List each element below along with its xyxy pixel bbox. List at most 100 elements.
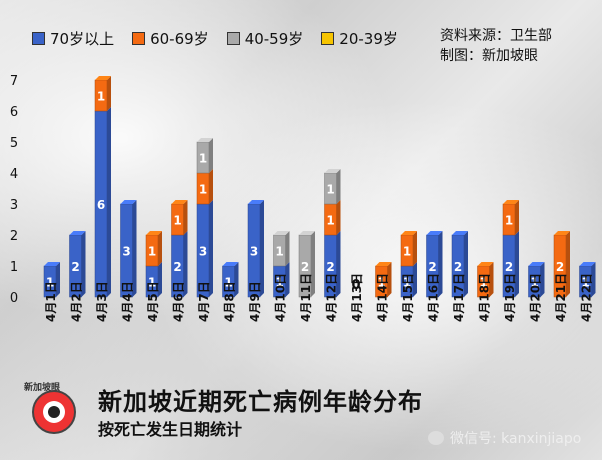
- data-label: 1: [403, 276, 411, 290]
- x-tick-label: 4月13日: [350, 273, 364, 322]
- data-label: 2: [454, 260, 462, 274]
- x-tick-label: 4月22日: [580, 273, 594, 322]
- x-tick-label: 4月2日: [70, 281, 84, 322]
- legend-item-20-39: 20-39岁: [321, 28, 398, 49]
- data-label: 2: [301, 260, 309, 274]
- data-label: 1: [148, 245, 156, 259]
- footer-title: 新加坡近期死亡病例年龄分布: [98, 388, 423, 416]
- wechat-label: 微信号: kanxinjiapo: [450, 431, 582, 447]
- x-tick-label: 4月7日: [197, 281, 211, 322]
- legend-swatch-60-69: [132, 32, 146, 45]
- x-tick-label: 4月9日: [248, 281, 262, 322]
- y-tick-label: 4: [10, 167, 18, 182]
- data-label: 2: [173, 260, 181, 274]
- bar-segment-side: [438, 231, 443, 297]
- bar-segment-side: [591, 262, 596, 297]
- legend-swatch-40-59: [226, 32, 240, 45]
- data-label: 3: [122, 245, 130, 259]
- bar-segment-top: [120, 200, 137, 204]
- data-label-zero: 0: [351, 278, 360, 293]
- legend-item-60-69: 60-69岁: [132, 28, 209, 49]
- bar-segment-side: [515, 231, 519, 297]
- x-tick-label: 4月8日: [223, 281, 237, 322]
- data-label: 3: [250, 245, 258, 259]
- legend-item-70plus: 70岁以上: [32, 28, 114, 49]
- data-label: 1: [581, 276, 589, 290]
- wechat-icon: [428, 431, 444, 445]
- bar-segment-side: [183, 200, 188, 235]
- x-tick-label: 4月12日: [325, 273, 339, 322]
- legend-swatch-70plus: [32, 32, 45, 45]
- bar-segment-top: [248, 200, 264, 204]
- bar-segment-side: [285, 231, 290, 266]
- bar-segment-top: [375, 262, 392, 266]
- bar-segment-side: [107, 76, 111, 111]
- x-tick-label: 4月11日: [299, 273, 313, 322]
- bar-segment-side: [336, 231, 341, 297]
- y-tick-label: 6: [10, 105, 18, 120]
- bar-segment-top: [426, 231, 443, 235]
- bar-segment-side: [413, 262, 417, 297]
- bar-segment-side: [260, 200, 264, 297]
- data-label: 2: [556, 260, 564, 274]
- data-label: 2: [71, 260, 79, 274]
- bar-segment-top: [401, 231, 417, 235]
- y-tick-label: 2: [10, 229, 18, 244]
- bar-segment-side: [56, 262, 60, 297]
- data-label: 1: [403, 245, 411, 259]
- legend-label-40-59: 40-59岁: [244, 30, 304, 48]
- bar-segment-top: [299, 231, 315, 235]
- legend-swatch-20-39: [321, 32, 335, 45]
- bar-segment-side: [515, 200, 519, 235]
- data-label: 6: [97, 198, 105, 212]
- data-label: 1: [199, 152, 207, 166]
- x-tick-label: 4月15日: [401, 273, 415, 322]
- bar-segment-side: [464, 231, 468, 297]
- bar-segment-top: [579, 262, 596, 266]
- data-label: 2: [326, 260, 334, 274]
- legend: 70岁以上 60-69岁 40-59岁 20-39岁: [32, 28, 398, 49]
- data-label: 1: [46, 276, 54, 290]
- source-line: 资料来源：卫生部: [440, 28, 552, 44]
- bar-segment-side: [107, 107, 111, 297]
- bar-segment-side: [209, 138, 213, 173]
- bar-segment-top: [44, 262, 60, 266]
- bar-segment-side: [158, 231, 162, 266]
- bar-segment-top: [503, 200, 519, 204]
- legend-item-40-59: 40-59岁: [226, 28, 304, 49]
- x-tick-label: 4月20日: [529, 273, 543, 322]
- bar-segment-top: [95, 76, 111, 80]
- y-tick-label: 7: [10, 74, 18, 89]
- data-label: 1: [148, 276, 156, 290]
- data-label: 2: [505, 260, 513, 274]
- bar-segment-side: [311, 231, 315, 297]
- footer-subtitle: 按死亡发生日期统计: [98, 420, 243, 439]
- x-tick-label: 4月6日: [172, 281, 186, 322]
- x-tick-label: 4月14日: [376, 273, 390, 322]
- bar-segment-side: [336, 169, 341, 204]
- bar-segment-side: [489, 262, 494, 297]
- y-tick-label: 0: [10, 291, 18, 306]
- x-tick-label: 4月10日: [274, 273, 288, 322]
- y-tick-label: 1: [10, 260, 18, 275]
- bar-segment-top: [69, 231, 86, 235]
- bar-segment-side: [387, 262, 392, 297]
- bar-segment-side: [209, 169, 213, 204]
- wechat-id: 微信号: kanxinjiapo: [428, 428, 581, 448]
- logo-text: 新加坡眼: [24, 383, 61, 393]
- data-label: 1: [275, 245, 283, 259]
- bar-segment-side: [336, 200, 341, 235]
- x-tick-label: 4月16日: [427, 273, 441, 322]
- x-tick-label: 4月17日: [452, 273, 466, 322]
- data-label: 3: [199, 245, 207, 259]
- data-label: 1: [199, 183, 207, 197]
- bar-segment-side: [209, 200, 213, 297]
- x-tick-label: 4月3日: [95, 281, 109, 322]
- data-label: 1: [275, 276, 283, 290]
- x-tick-label: 4月21日: [554, 273, 568, 322]
- bar-segment-side: [413, 231, 417, 266]
- bar-segment-side: [132, 200, 137, 297]
- bar-segment-side: [540, 262, 545, 297]
